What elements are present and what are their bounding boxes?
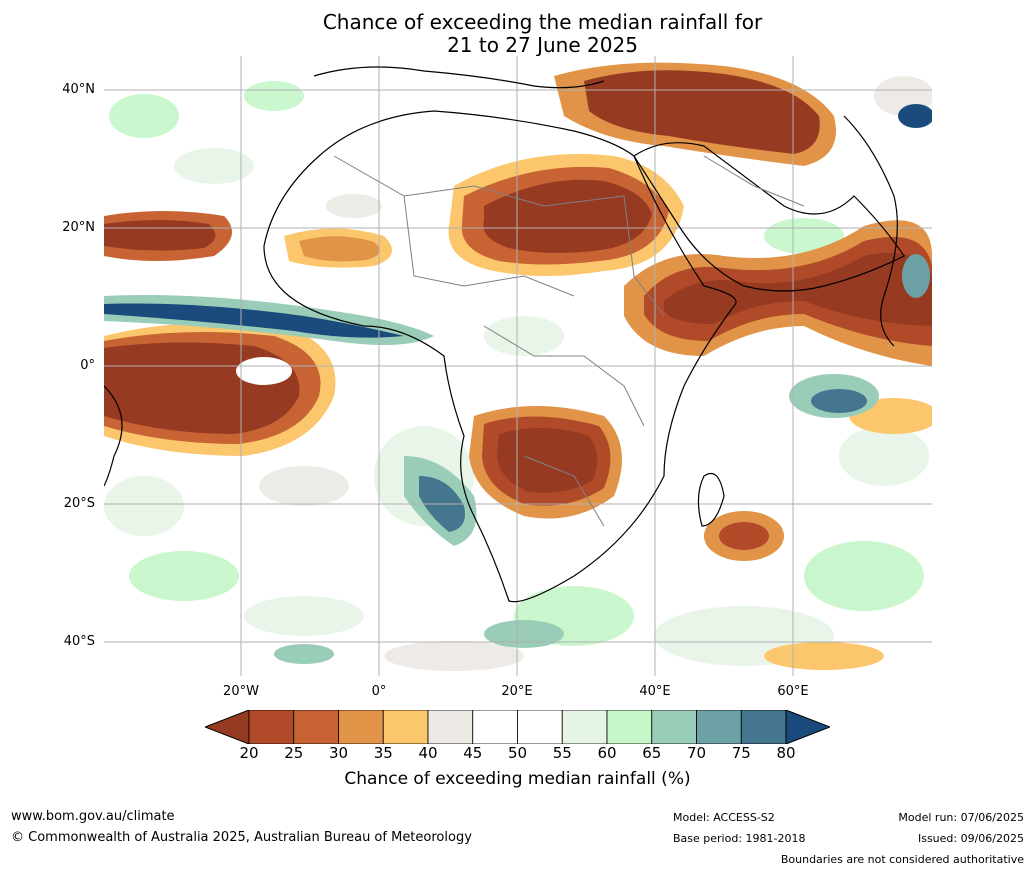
- colorbar-tick-label: 75: [731, 744, 751, 762]
- colorbar-tick-label: 60: [597, 744, 617, 762]
- lat-label-20s: 20°S: [63, 496, 95, 511]
- lat-label-20n: 20°N: [62, 220, 95, 235]
- colorbar-tick-label: 45: [463, 744, 483, 762]
- colorbar-tick-label: 55: [552, 744, 572, 762]
- colorbar-tick-label: 20: [239, 744, 259, 762]
- colorbar-tick-label: 80: [776, 744, 796, 762]
- colorbar-segment: [606, 710, 653, 744]
- colorbar-segment: [382, 710, 429, 744]
- colorbar-title: Chance of exceeding median rainfall (%): [344, 769, 691, 789]
- colorbar-segment: [696, 710, 742, 744]
- wet-anomaly-regions: [104, 104, 932, 664]
- colorbar-tick-label: 30: [328, 744, 349, 762]
- colorbar-tick-label: 70: [686, 744, 707, 762]
- rainfall-map: [104, 56, 932, 676]
- colorbar-segment: [293, 710, 339, 744]
- colorbar-segment: [517, 710, 563, 744]
- colorbar-tick-label: 25: [284, 744, 304, 762]
- lon-label-40e: 40°E: [639, 684, 671, 699]
- lon-label-20w: 20°W: [223, 684, 259, 699]
- colorbar-segment: [338, 710, 384, 744]
- colorbar-segment: [472, 710, 518, 744]
- graticule: [104, 56, 932, 676]
- colorbar: [205, 710, 830, 744]
- lon-label-20e: 20°E: [501, 684, 533, 699]
- colorbar-extend-high: [785, 710, 830, 744]
- colorbar-extend-low: [205, 710, 250, 744]
- map-title-line2: 21 to 27 June 2025: [447, 33, 638, 57]
- colorbar-segment: [651, 710, 697, 744]
- lon-label-60e: 60°E: [777, 684, 809, 699]
- footer-base-period: Base period: 1981-2018: [673, 832, 806, 845]
- country-borders: [333, 155, 805, 527]
- lon-label-0: 0°: [371, 684, 387, 699]
- footer-issued: Issued: 09/06/2025: [917, 832, 1024, 845]
- background-patches: [104, 76, 932, 671]
- colorbar-tick-label: 35: [373, 744, 393, 762]
- dry-anomaly-regions: [104, 62, 932, 670]
- colorbar-tick-label: 50: [507, 744, 528, 762]
- colorbar-segment: [740, 710, 787, 744]
- coastlines: [104, 66, 905, 603]
- footer-url: www.bom.gov.au/climate: [11, 809, 175, 824]
- footer-copyright: © Commonwealth of Australia 2025, Austra…: [11, 830, 472, 845]
- colorbar-segment: [427, 710, 474, 744]
- lat-label-40s: 40°S: [63, 634, 95, 649]
- colorbar-segment: [561, 710, 608, 744]
- footer-model: Model: ACCESS-S2: [673, 811, 775, 824]
- colorbar-segment: [248, 710, 295, 744]
- footer-model-run: Model run: 07/06/2025: [898, 811, 1024, 824]
- lat-label-0: 0°: [80, 358, 95, 373]
- footer-disclaimer: Boundaries are not considered authoritat…: [780, 853, 1024, 866]
- colorbar-tick-label: 40: [418, 744, 438, 762]
- map-title-line1: Chance of exceeding the median rainfall …: [322, 10, 763, 34]
- colorbar-tick-label: 65: [642, 744, 662, 762]
- lat-label-40n: 40°N: [62, 82, 95, 97]
